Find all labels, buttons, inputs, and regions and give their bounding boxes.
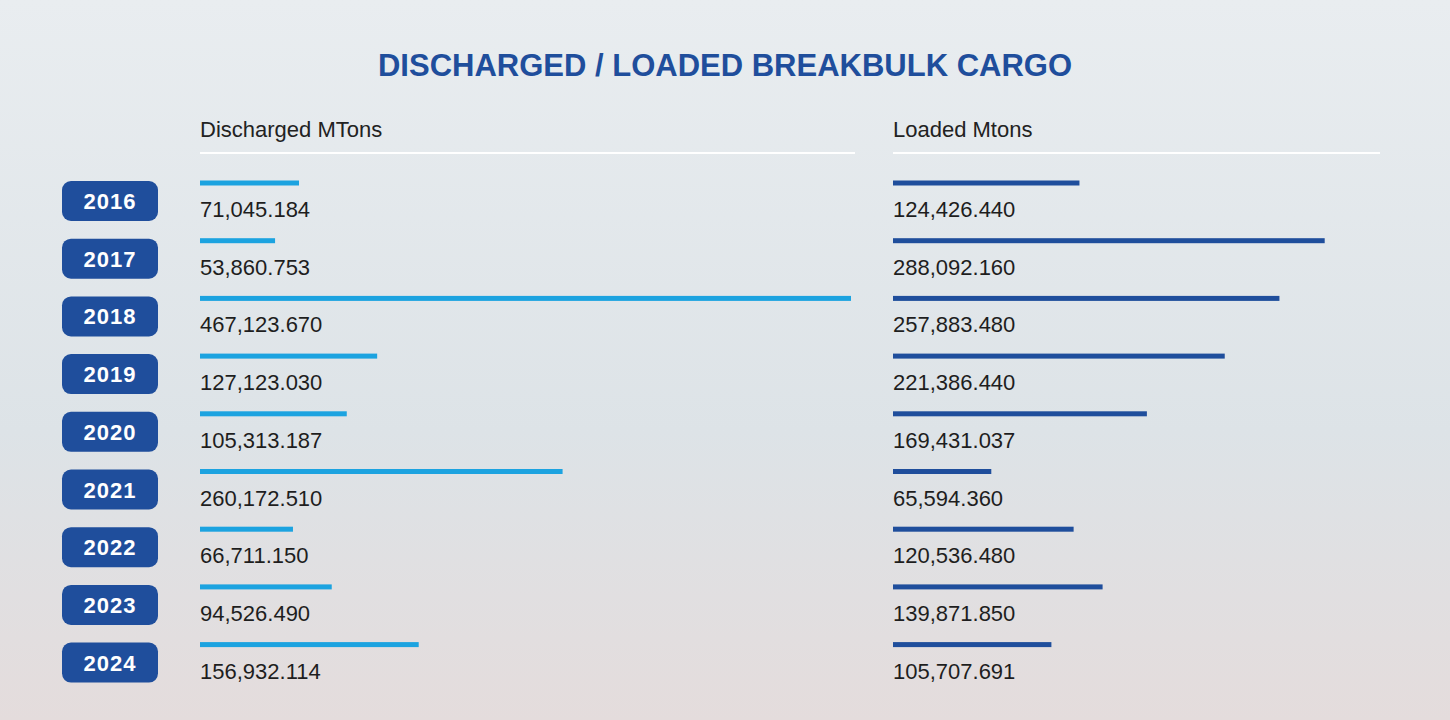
category-label: 2017 bbox=[84, 247, 137, 272]
value-label: 65,594.360 bbox=[893, 486, 1003, 511]
axis-line bbox=[200, 152, 855, 154]
panel-title: Discharged MTons bbox=[200, 117, 382, 142]
background bbox=[0, 0, 1450, 720]
bar bbox=[200, 527, 293, 532]
bar bbox=[200, 642, 419, 647]
category-badge bbox=[62, 181, 158, 221]
bar bbox=[893, 296, 1279, 301]
axis-line bbox=[893, 152, 1380, 154]
value-label: 257,883.480 bbox=[893, 312, 1015, 337]
bar bbox=[893, 584, 1103, 589]
bars bbox=[893, 181, 1325, 648]
bar bbox=[200, 238, 275, 243]
category-label: 2020 bbox=[84, 420, 137, 445]
bar bbox=[200, 296, 851, 301]
bar bbox=[200, 469, 563, 474]
bar bbox=[893, 411, 1147, 416]
value-label: 156,932.114 bbox=[200, 659, 321, 684]
bar bbox=[200, 354, 377, 359]
category-badge bbox=[62, 412, 158, 452]
bar bbox=[893, 527, 1074, 532]
value-label: 288,092.160 bbox=[893, 255, 1015, 280]
value-label: 127,123.030 bbox=[200, 370, 322, 395]
bar bbox=[200, 181, 299, 186]
category-label: 2022 bbox=[84, 535, 137, 560]
category-badge bbox=[62, 470, 158, 510]
chart-title: DISCHARGED / LOADED BREAKBULK CARGO bbox=[378, 48, 1072, 83]
value-label: 120,536.480 bbox=[893, 543, 1015, 568]
bar bbox=[200, 584, 332, 589]
panel-title: Loaded Mtons bbox=[893, 117, 1032, 142]
bar bbox=[893, 469, 991, 474]
category-badge bbox=[62, 643, 158, 683]
category-badge bbox=[62, 296, 158, 336]
bars bbox=[200, 181, 851, 648]
value-label: 169,431.037 bbox=[893, 428, 1015, 453]
bar bbox=[893, 642, 1051, 647]
value-label: 105,707.691 bbox=[893, 659, 1015, 684]
value-label: 66,711.150 bbox=[200, 543, 308, 568]
value-label: 124,426.440 bbox=[893, 197, 1015, 222]
category-badge bbox=[62, 354, 158, 394]
value-label: 221,386.440 bbox=[893, 370, 1015, 395]
category-badge bbox=[62, 585, 158, 625]
category-label: 2019 bbox=[84, 362, 137, 387]
category-label: 2024 bbox=[84, 651, 137, 676]
bar bbox=[893, 238, 1325, 243]
value-label: 139,871.850 bbox=[893, 601, 1015, 626]
value-label: 260,172.510 bbox=[200, 486, 322, 511]
category-label: 2021 bbox=[84, 478, 137, 503]
category-badge bbox=[62, 527, 158, 567]
bar bbox=[893, 354, 1225, 359]
bar bbox=[200, 411, 347, 416]
category-label: 2016 bbox=[84, 189, 137, 214]
bar bbox=[893, 181, 1079, 186]
value-label: 94,526.490 bbox=[200, 601, 310, 626]
value-label: 71,045.184 bbox=[200, 197, 310, 222]
value-label: 467,123.670 bbox=[200, 312, 322, 337]
value-label: 53,860.753 bbox=[200, 255, 310, 280]
category-badge bbox=[62, 239, 158, 279]
category-label: 2023 bbox=[84, 593, 137, 618]
category-label: 2018 bbox=[84, 304, 137, 329]
chart-root: DISCHARGED / LOADED BREAKBULK CARGO Disch… bbox=[0, 0, 1450, 720]
value-label: 105,313.187 bbox=[200, 428, 322, 453]
